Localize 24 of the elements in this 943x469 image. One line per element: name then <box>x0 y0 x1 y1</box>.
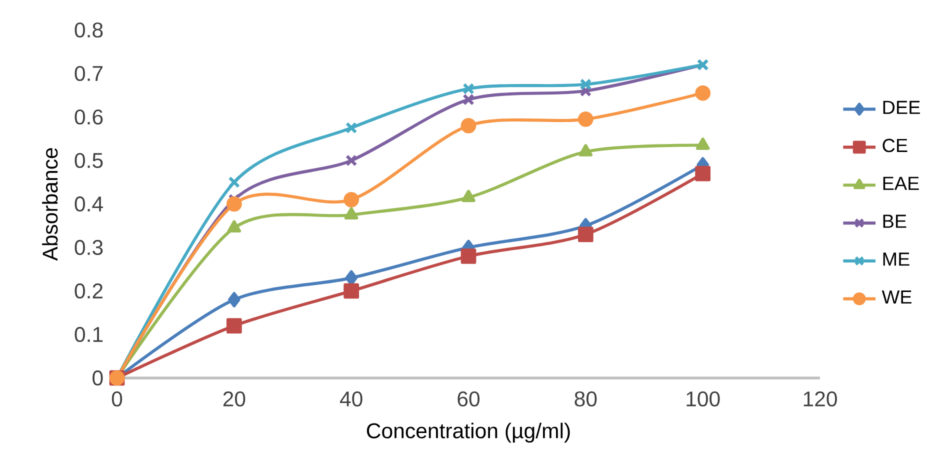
x-tick-label: 100 <box>686 391 720 406</box>
y-tick-label: 0.7 <box>74 66 103 82</box>
y-tick-label: 0 <box>92 370 103 386</box>
x-tick-label: 80 <box>574 391 597 406</box>
y-tick-label: 0.3 <box>74 240 103 256</box>
y-tick-label: 0.8 <box>74 22 103 38</box>
legend-label: DEE <box>883 100 920 114</box>
x-tick-label: 40 <box>340 391 362 406</box>
legend-label: CE <box>882 138 908 152</box>
x-tick-label: 20 <box>223 391 246 406</box>
x-tick-label: 0 <box>112 391 122 406</box>
x-tick-label: 60 <box>458 391 480 406</box>
y-axis-title: Absorbance <box>42 148 58 261</box>
x-tick-label: 120 <box>804 391 837 406</box>
legend-label: ME <box>883 252 910 266</box>
y-tick-label: 0.4 <box>74 196 103 212</box>
legend-label: BE <box>883 214 906 228</box>
y-tick-label: 0.5 <box>74 152 103 168</box>
legend-label: WE <box>882 290 912 304</box>
x-axis-title: Concentration (µg/ml) <box>366 422 570 443</box>
y-tick-label: 0.2 <box>74 283 103 299</box>
y-tick-label: 0.6 <box>74 109 103 125</box>
legend-label: EAE <box>883 176 919 190</box>
y-tick-label: 0.1 <box>74 326 103 342</box>
